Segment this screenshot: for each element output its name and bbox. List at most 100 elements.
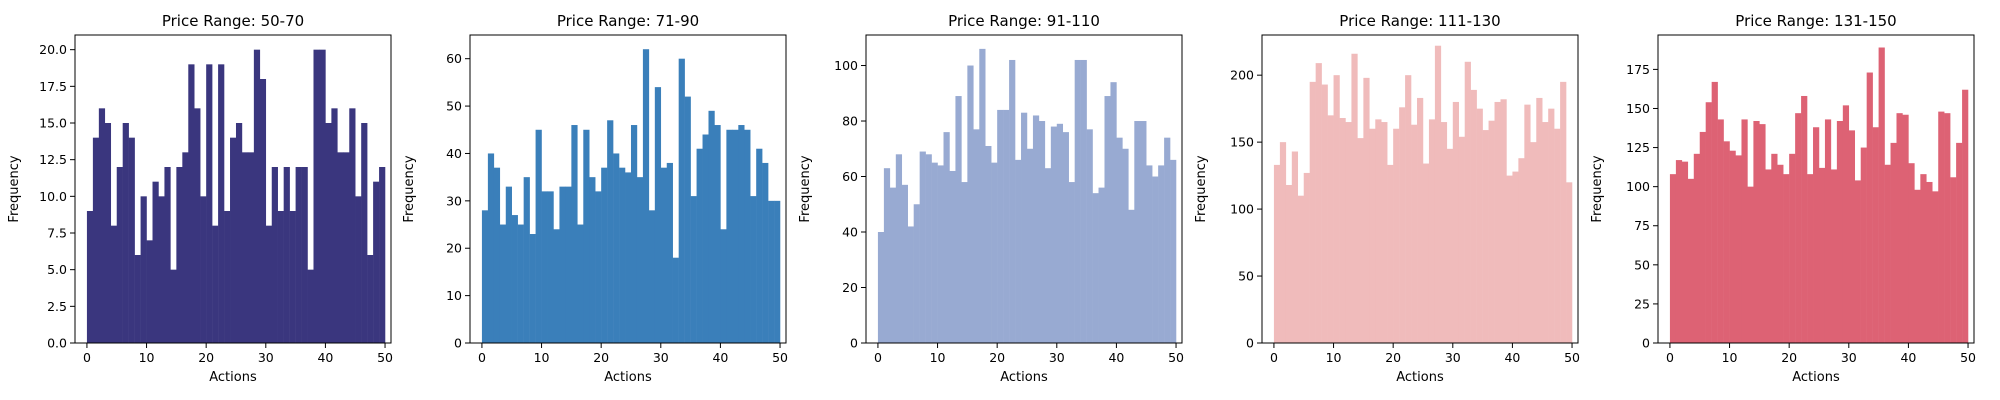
bar	[1086, 129, 1093, 343]
x-axis-label: Actions	[1000, 370, 1048, 385]
bar	[1735, 155, 1742, 343]
bar	[1675, 160, 1683, 343]
bar	[601, 167, 608, 343]
bar	[1387, 164, 1394, 343]
bar	[1021, 112, 1028, 343]
x-axis-label: Actions	[1396, 370, 1444, 385]
bar	[768, 200, 775, 343]
bar	[565, 186, 572, 343]
bar	[1422, 163, 1430, 343]
bar	[188, 64, 195, 343]
bar	[1152, 176, 1159, 343]
bar	[277, 211, 284, 343]
bar	[553, 229, 560, 343]
y-tick-label: 150	[1626, 101, 1650, 116]
bar	[1026, 148, 1034, 343]
bar	[1273, 164, 1281, 343]
bar	[1458, 136, 1465, 343]
plot-frame	[1261, 34, 1579, 344]
y-tick-label: 80	[842, 114, 858, 129]
bar	[1777, 164, 1784, 343]
bar	[720, 229, 727, 343]
y-tick-label: 0	[454, 336, 462, 351]
bar	[1003, 109, 1010, 344]
bar	[690, 196, 697, 343]
x-tick-label: 10	[139, 350, 155, 365]
bar	[283, 167, 290, 343]
bar	[1771, 153, 1778, 343]
y-tick-label: 50	[1634, 257, 1650, 272]
x-tick-label: 30	[1049, 350, 1065, 365]
bar	[523, 177, 530, 343]
bar	[1164, 137, 1171, 343]
bar	[301, 167, 308, 343]
bar	[913, 204, 920, 343]
bar	[961, 182, 968, 343]
bar	[756, 148, 763, 343]
x-tick-label: 10	[1722, 350, 1738, 365]
bar	[1470, 89, 1477, 343]
bar	[1080, 59, 1087, 344]
bar	[499, 224, 507, 343]
bar	[1327, 115, 1334, 343]
bar	[176, 167, 183, 343]
bar	[1830, 169, 1838, 343]
x-tick-label: 0	[874, 350, 882, 365]
bar	[194, 108, 201, 343]
y-axis-label: Frequency	[402, 155, 417, 222]
bar	[955, 96, 962, 343]
bar	[529, 234, 536, 343]
bar	[1783, 174, 1790, 343]
y-tick-label: 125	[1626, 140, 1650, 155]
bar	[997, 109, 1004, 344]
bar	[1554, 128, 1561, 343]
bar	[1285, 184, 1293, 343]
bar	[684, 96, 691, 343]
bar	[774, 200, 781, 343]
bar	[613, 153, 620, 343]
bar	[1902, 114, 1909, 343]
bar	[708, 110, 715, 343]
y-axis-label: Frequency	[1194, 155, 1209, 222]
bar	[1440, 122, 1448, 343]
bar	[666, 162, 673, 343]
bar	[146, 240, 153, 343]
bar	[1428, 119, 1436, 343]
bar	[979, 48, 986, 344]
bar	[1369, 128, 1376, 343]
x-tick-label: 40	[712, 350, 728, 365]
bar	[678, 58, 685, 343]
chart-title: Price Range: 131-150	[1735, 12, 1896, 30]
bar	[1309, 81, 1316, 343]
bar	[889, 187, 897, 343]
bar	[1411, 124, 1418, 343]
x-tick-label: 0	[1270, 350, 1278, 365]
bar	[1872, 127, 1879, 343]
bar	[1890, 142, 1897, 343]
bar	[744, 129, 751, 343]
x-tick-label: 30	[653, 350, 669, 365]
y-tick-label: 20.0	[39, 42, 67, 57]
bar	[1506, 175, 1513, 343]
bar	[92, 137, 100, 343]
y-tick-label: 150	[1230, 135, 1254, 150]
bar	[128, 137, 135, 343]
y-tick-label: 50	[1238, 269, 1254, 284]
x-axis-label: Actions	[1792, 370, 1840, 385]
y-tick-label: 175	[1626, 62, 1650, 77]
bar	[907, 226, 914, 343]
chart-panel-4: 0 10 20 30 40 50 0 50 100 150 200 Price Range: 111-…	[1194, 12, 1580, 385]
bar	[253, 49, 261, 344]
x-tick-label: 20	[1385, 350, 1401, 365]
bar	[265, 225, 273, 343]
bar	[1044, 168, 1052, 343]
bar	[1878, 47, 1885, 343]
x-tick-label: 20	[198, 350, 214, 365]
bar	[571, 125, 578, 344]
bar	[116, 167, 123, 343]
bar	[1729, 150, 1736, 343]
bar	[295, 167, 302, 343]
bar	[1801, 95, 1808, 344]
x-tick-label: 50	[1168, 350, 1184, 365]
